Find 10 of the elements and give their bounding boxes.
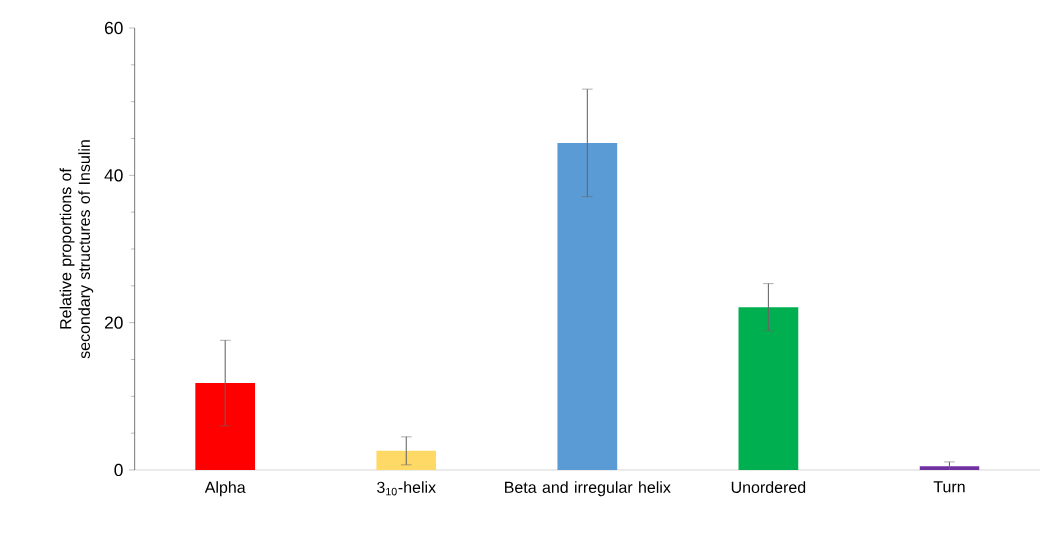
x-tick-label: Alpha [204, 481, 246, 497]
x-tick-label: 3$_{10}$-helix [377, 481, 436, 496]
y-tick-label: 40 [104, 169, 123, 182]
y-tick-label: 0 [114, 463, 123, 477]
x-tick-label: Unordered [731, 481, 806, 494]
x-tick-label: Turn [933, 481, 965, 493]
y-axis-title: Relative proportions of secondary structures of Insulin [59, 140, 94, 359]
x-tick-label: Beta and irregular helix [505, 481, 671, 497]
y-tick-label: 60 [104, 21, 123, 35]
y-tick-label: 20 [104, 316, 123, 329]
